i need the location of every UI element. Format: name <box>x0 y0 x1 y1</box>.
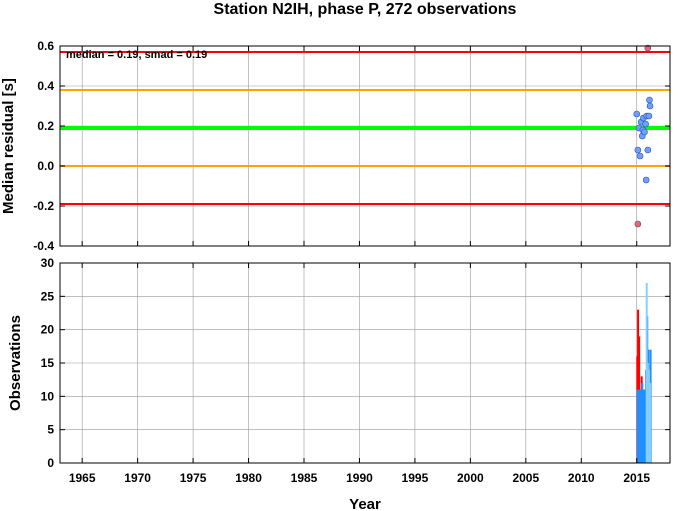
residual-point <box>636 152 644 160</box>
residual-point <box>646 96 653 104</box>
x-tick-label: 1995 <box>402 471 429 485</box>
bottom-y-tick-label: 30 <box>41 256 55 270</box>
top-y-tick-label: 0.6 <box>37 39 54 53</box>
bottom-y-ticks: 0 5 10 15 20 25 30 <box>41 256 670 470</box>
top-y-tick-label: 0.0 <box>37 159 54 173</box>
x-tick-label: 1975 <box>180 471 207 485</box>
bottom-y-tick-label: 15 <box>41 356 55 370</box>
top-y-tick-label: -0.2 <box>33 199 54 213</box>
residual-point <box>645 112 653 120</box>
x-tick-label: 1990 <box>346 471 373 485</box>
top-y-tick-label: 0.2 <box>37 119 54 133</box>
x-tick-label: 1980 <box>235 471 262 485</box>
observation-bar <box>646 363 649 463</box>
x-tick-label: 2000 <box>457 471 484 485</box>
residual-point <box>646 102 654 110</box>
top-y-tick-label: -0.4 <box>33 239 54 253</box>
residual-point <box>644 146 652 154</box>
bottom-y-tick-label: 20 <box>41 323 55 337</box>
top-grid <box>60 45 670 247</box>
observation-bar <box>647 369 650 463</box>
top-y-axis-label: Median residual [s] <box>0 78 17 214</box>
observation-bar <box>636 389 639 463</box>
observation-bar <box>638 389 641 463</box>
observation-bar <box>649 383 652 463</box>
observation-bar <box>641 383 644 463</box>
residual-point <box>633 110 641 118</box>
residual-point <box>642 120 649 128</box>
observation-bar <box>639 389 642 463</box>
bottom-y-tick-label: 10 <box>41 389 55 403</box>
bottom-y-axis-label: Observations <box>7 315 24 411</box>
x-tick-label: 2015 <box>623 471 650 485</box>
x-tick-label: 2010 <box>568 471 595 485</box>
residual-point <box>642 176 650 184</box>
observation-bars <box>636 283 652 463</box>
x-tick-label: 2005 <box>512 471 539 485</box>
reference-lines <box>60 51 670 205</box>
observation-bar <box>637 309 640 463</box>
x-tick-label: 1970 <box>124 471 151 485</box>
top-y-ticks: -0.4 -0.2 0.0 0.2 0.4 0.6 <box>33 39 670 253</box>
bottom-y-tick-label: 0 <box>47 456 54 470</box>
residual-point <box>634 146 642 154</box>
bottom-y-tick-label: 5 <box>47 423 54 437</box>
chart-title: Station N2IH, phase P, 272 observations <box>214 1 517 18</box>
bottom-grid <box>60 262 670 464</box>
x-tick-label: 1985 <box>291 471 318 485</box>
x-axis-label: Year <box>349 496 381 511</box>
observation-bar <box>644 389 647 463</box>
observation-bar <box>642 389 645 463</box>
bottom-y-tick-label: 25 <box>41 289 55 303</box>
top-plot-frame <box>59 45 671 247</box>
top-y-tick-label: 0.4 <box>37 79 54 93</box>
observation-bar <box>637 389 640 463</box>
residual-point <box>641 128 648 136</box>
x-ticks: 1965 1970 1975 1980 1985 1990 1995 2000 2005 2010… <box>69 263 650 485</box>
residual-points <box>633 44 654 228</box>
median-annotation: median = 0.19, smad = 0.19 <box>66 49 207 61</box>
observation-bar <box>645 283 648 463</box>
residual-point <box>634 220 642 228</box>
x-tick-label: 1965 <box>69 471 96 485</box>
